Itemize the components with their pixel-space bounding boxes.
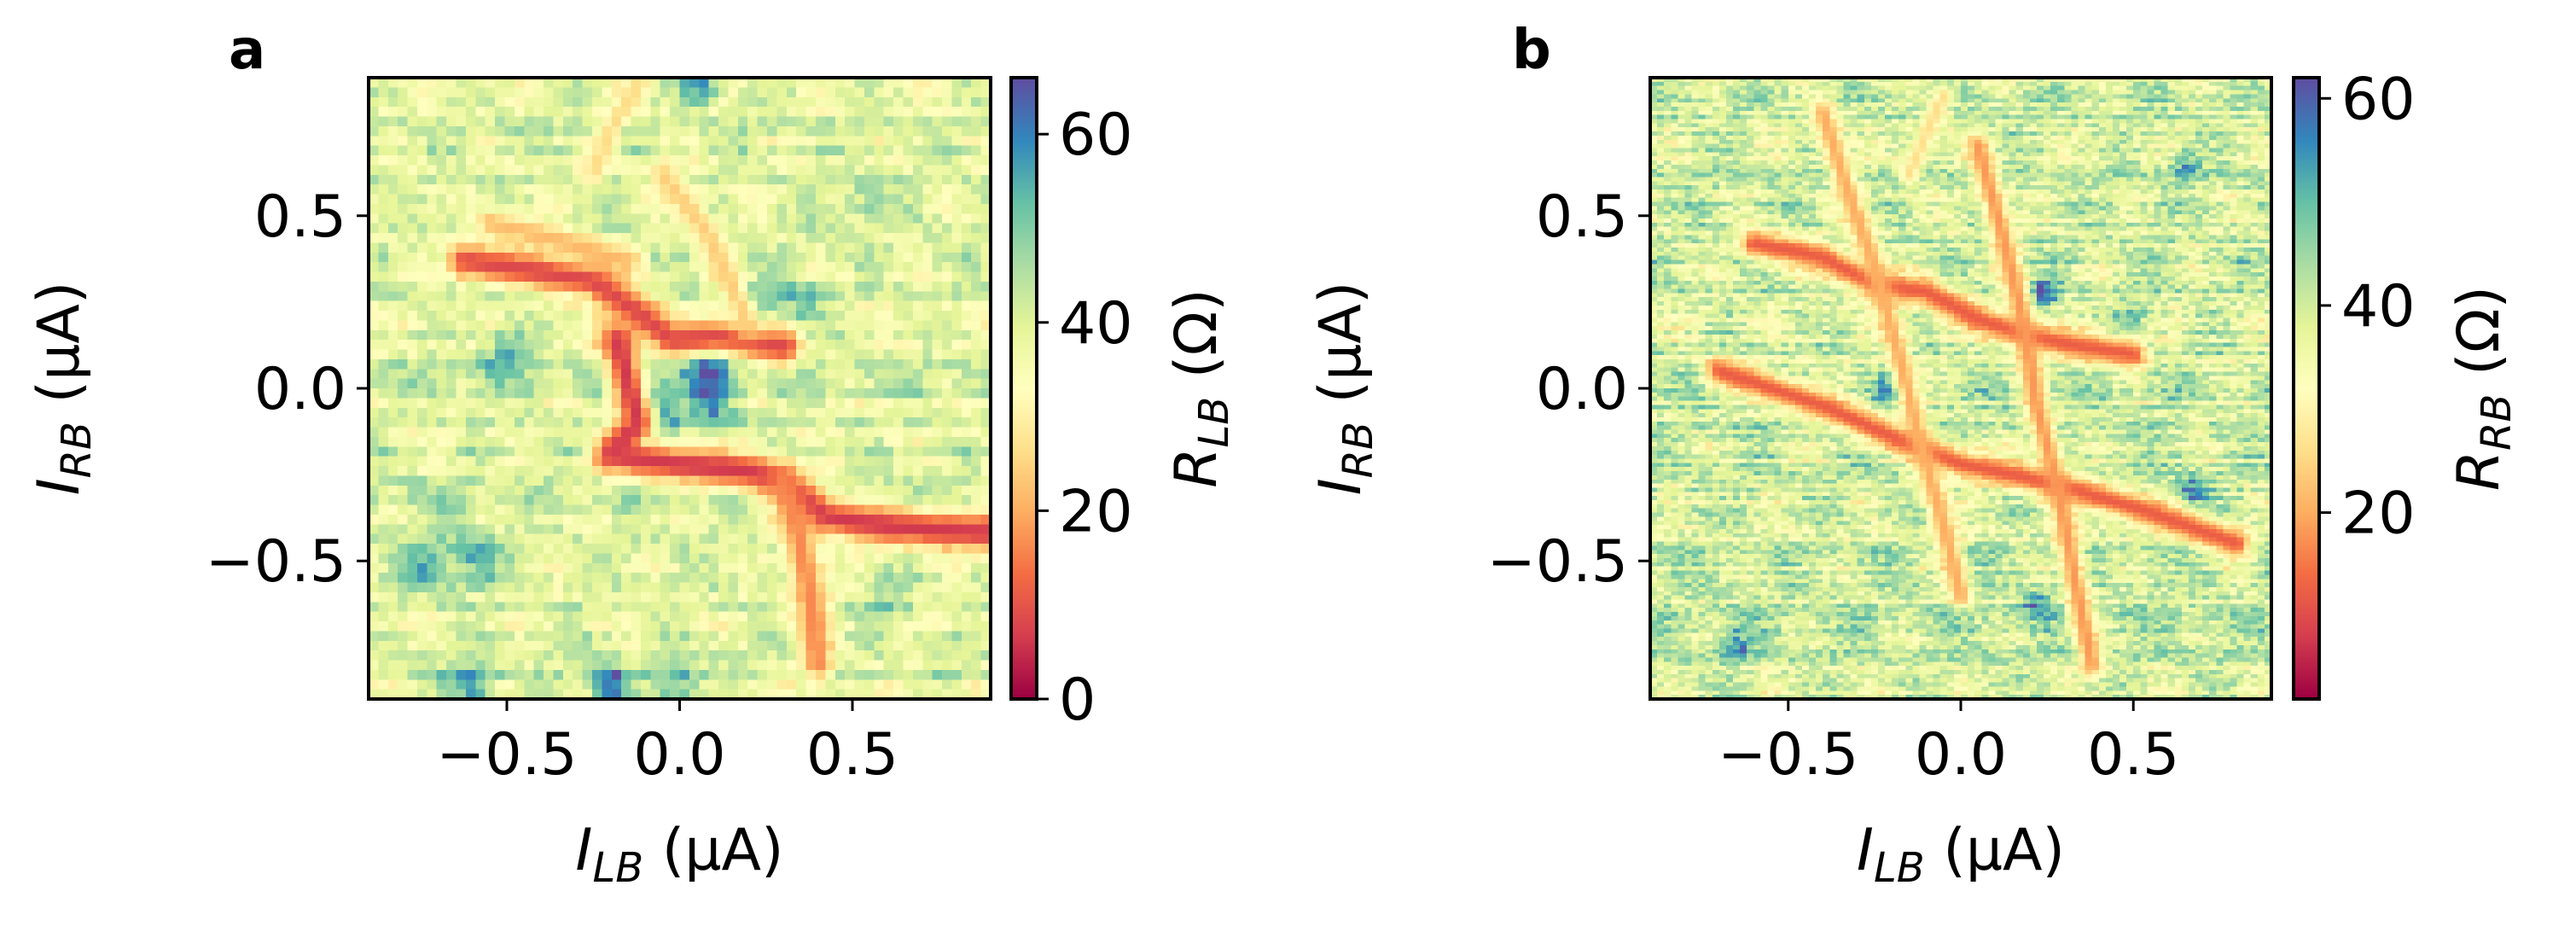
y-tick-label: −0.5	[206, 528, 346, 596]
colorbar-label: RLB (Ω)	[1163, 288, 1238, 488]
y-axis-label: IRB (µA)	[1307, 282, 1382, 496]
colorbar-tick-label: 60	[2341, 66, 2416, 133]
colorbar-tick-label: 20	[2341, 481, 2416, 548]
colorbar-gradient	[1011, 78, 1037, 699]
colorbar-tick-label: 40	[1059, 290, 1133, 358]
panel-letter-b: b	[1512, 19, 1551, 82]
panel-a: a −0.5 0.0 0.5 0.5 0.0 −0.5 ILB (µA) IRB (µA) 0 20…	[26, 19, 1238, 892]
y-tick-label: 0.5	[1536, 183, 1628, 251]
colorbar-label: RRB (Ω)	[2445, 286, 2521, 491]
colorbar: 0 20 40 60 RLB (Ω)	[1009, 76, 1238, 734]
colorbar-frame	[1009, 76, 1038, 701]
colorbar-frame	[2292, 76, 2321, 701]
y-tick-label: 0.0	[254, 356, 346, 423]
x-tick-label: 0.5	[2087, 721, 2179, 789]
heatmap-image	[369, 78, 991, 699]
colorbar-tick-label: 20	[1059, 478, 1133, 545]
y-tick-label: 0.0	[1536, 356, 1628, 423]
x-tick-label: 0.5	[806, 721, 898, 789]
colorbar-tick-label: 60	[1059, 102, 1133, 169]
panel-b: b −0.5 0.0 0.5 0.5 0.0 −0.5 ILB (µA) IRB (µA) 20 4…	[1307, 19, 2521, 892]
panel-letter-a: a	[229, 19, 265, 82]
colorbar-tick-label: 0	[1059, 667, 1096, 734]
x-tick-label: 0.0	[633, 721, 725, 789]
y-axis-label: IRB (µA)	[26, 282, 101, 496]
x-tick-label: −0.5	[1718, 721, 1858, 789]
y-tick-label: −0.5	[1487, 528, 1628, 596]
y-tick-label: 0.5	[254, 183, 346, 251]
x-tick-label: −0.5	[436, 721, 577, 789]
colorbar: 20 40 60 RRB (Ω)	[2292, 66, 2521, 701]
colorbar-tick-label: 40	[2341, 273, 2416, 341]
heatmap-image	[1650, 78, 2271, 699]
colorbar-gradient	[2294, 78, 2319, 699]
x-tick-label: 0.0	[1915, 721, 2007, 789]
x-axis-label: ILB (µA)	[575, 817, 783, 892]
x-axis-label: ILB (µA)	[1857, 817, 2065, 892]
